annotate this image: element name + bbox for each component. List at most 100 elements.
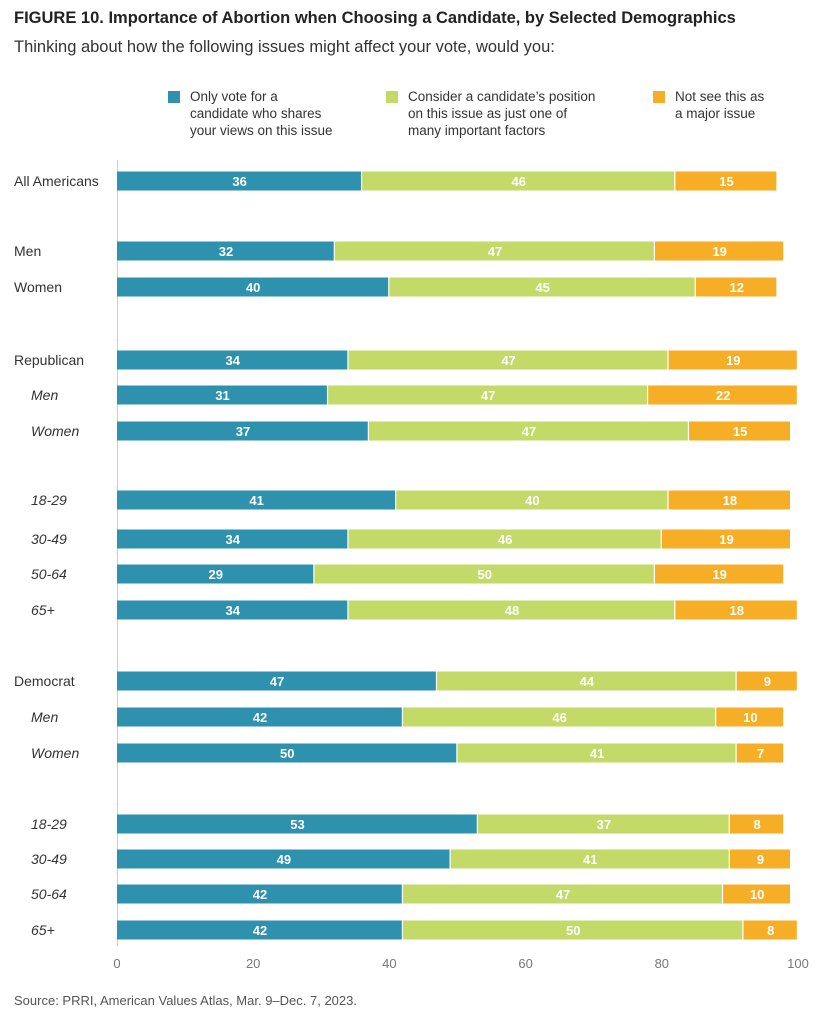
legend-swatch-consider — [386, 91, 398, 103]
bar-segment-only-vote — [117, 277, 389, 297]
x-tick-label: 80 — [655, 956, 669, 971]
data-label: 46 — [552, 710, 566, 725]
data-label: 42 — [253, 923, 267, 938]
data-label: 41 — [583, 852, 597, 867]
chart-title: FIGURE 10. Importance of Abortion when C… — [14, 9, 736, 27]
bar-segment-only-vote — [117, 743, 457, 763]
category-label: All Americans — [14, 173, 99, 189]
data-label: 47 — [556, 887, 570, 902]
bar-segment-not-major — [654, 241, 784, 261]
data-label: 47 — [488, 244, 502, 259]
bar-segment-consider — [457, 743, 736, 763]
bar-segment-only-vote — [117, 884, 402, 904]
data-label: 15 — [719, 174, 733, 189]
bar-segment-not-major — [723, 884, 790, 904]
bar-segment-not-major — [661, 529, 790, 549]
category-label: Women — [31, 745, 79, 761]
data-label: 19 — [719, 532, 733, 547]
bar-segment-not-major — [743, 920, 797, 940]
bar-segment-only-vote — [117, 707, 402, 727]
bar-segment-consider — [403, 707, 716, 727]
legend-label-not-major: Not see this as a major issue — [675, 89, 765, 121]
category-label: 18-29 — [31, 492, 67, 508]
bar-segment-consider — [368, 421, 688, 441]
bar-segment-only-vote — [117, 385, 327, 405]
legend-label-only-vote: Only vote for a candidate who shares you… — [190, 89, 333, 138]
chart-subtitle: Thinking about how the following issues … — [14, 38, 555, 56]
bar-segment-consider — [348, 350, 668, 370]
bar-segment-only-vote — [117, 350, 348, 370]
category-label: 30-49 — [31, 531, 67, 547]
bar-segment-consider — [348, 529, 661, 549]
data-label: 42 — [253, 710, 267, 725]
bar-segment-not-major — [668, 490, 790, 510]
data-label: 36 — [232, 174, 246, 189]
bar-segment-not-major — [675, 600, 797, 620]
data-label: 18 — [723, 493, 737, 508]
category-label: Men — [31, 387, 58, 403]
bar-segment-not-major — [716, 707, 784, 727]
bar-segment-only-vote — [117, 920, 402, 940]
legend-swatch-only-vote — [168, 91, 180, 103]
data-label: 45 — [535, 280, 549, 295]
bar-segment-only-vote — [117, 564, 314, 584]
data-label: 50 — [478, 567, 492, 582]
data-label: 50 — [566, 923, 580, 938]
category-label: 50-64 — [31, 566, 67, 582]
bar-segment-not-major — [736, 743, 784, 763]
data-label: 53 — [290, 817, 304, 832]
data-label: 8 — [754, 817, 761, 832]
category-label: 30-49 — [31, 851, 67, 867]
bar-segment-consider — [362, 171, 675, 191]
data-label: 49 — [277, 852, 291, 867]
data-label: 15 — [733, 424, 747, 439]
bar-segment-not-major — [736, 671, 797, 691]
data-label: 37 — [236, 424, 250, 439]
bar-segment-consider — [437, 671, 736, 691]
data-label: 8 — [767, 923, 774, 938]
data-label: 31 — [215, 388, 229, 403]
data-label: 10 — [750, 887, 764, 902]
legend-item-consider: Consider a candidate’s position on this … — [386, 88, 595, 139]
data-label: 41 — [249, 493, 263, 508]
data-label: 29 — [209, 567, 223, 582]
category-label: Men — [14, 243, 41, 259]
data-label: 44 — [580, 674, 595, 689]
category-label: 50-64 — [31, 886, 67, 902]
bar-segment-not-major — [668, 350, 797, 370]
bar-segment-consider — [396, 490, 668, 510]
data-label: 9 — [764, 674, 771, 689]
data-label: 48 — [505, 603, 519, 618]
bar-segment-not-major — [695, 277, 777, 297]
data-label: 47 — [270, 674, 284, 689]
bar-segment-consider — [314, 564, 654, 584]
data-label: 40 — [525, 493, 539, 508]
category-label: Women — [31, 423, 79, 439]
data-label: 34 — [226, 353, 241, 368]
bar-segment-only-vote — [117, 671, 436, 691]
bar-segment-consider — [403, 920, 743, 940]
category-label: 18-29 — [31, 816, 67, 832]
legend-item-only-vote: Only vote for a candidate who shares you… — [168, 88, 333, 139]
category-label: Democrat — [14, 673, 75, 689]
source-note: Source: PRRI, American Values Atlas, Mar… — [14, 993, 357, 1008]
x-tick-label: 60 — [518, 956, 532, 971]
bar-segment-consider — [450, 849, 729, 869]
bar-segment-consider — [328, 385, 647, 405]
data-label: 19 — [726, 353, 740, 368]
category-label: 65+ — [31, 602, 55, 618]
data-label: 19 — [712, 567, 726, 582]
data-label: 34 — [226, 532, 241, 547]
data-label: 42 — [253, 887, 267, 902]
data-label: 37 — [597, 817, 611, 832]
data-label: 46 — [512, 174, 526, 189]
bar-segment-not-major — [675, 171, 777, 191]
x-tick-label: 40 — [382, 956, 396, 971]
bar-segment-only-vote — [117, 529, 348, 549]
data-label: 32 — [219, 244, 233, 259]
data-label: 10 — [743, 710, 757, 725]
bar-segment-only-vote — [117, 490, 396, 510]
bar-segment-not-major — [648, 385, 797, 405]
data-label: 40 — [246, 280, 260, 295]
bar-segment-not-major — [729, 814, 784, 834]
